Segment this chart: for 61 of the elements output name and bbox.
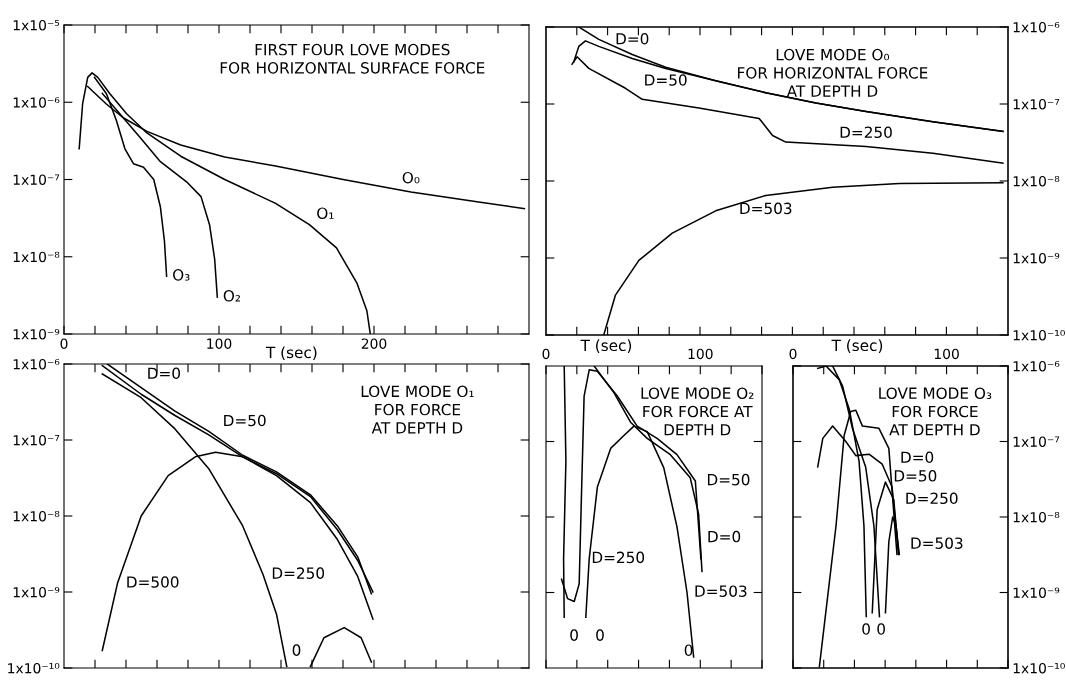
y-tick-label: 1x10⁻⁹ bbox=[13, 328, 60, 340]
series-label: O₁ bbox=[317, 207, 334, 219]
x-tick-label: 200 bbox=[361, 338, 387, 349]
y-tick-label: 1x10⁻⁹ bbox=[13, 586, 60, 598]
y-tick-label: 1x10⁻⁷ bbox=[13, 174, 60, 185]
series-label: O₃ bbox=[173, 269, 190, 281]
y2-tick-label: 1x10⁻⁶ bbox=[1013, 360, 1060, 372]
x-tick-label: 0 bbox=[60, 338, 68, 349]
legend-label: D=0 bbox=[616, 32, 649, 45]
y2-tick-label: 1x10⁻⁷ bbox=[1013, 98, 1060, 110]
series-label: D=50 bbox=[894, 470, 937, 482]
y2-tick-label: 1x10⁻⁷ bbox=[1013, 436, 1060, 447]
x-tick-label: 100 bbox=[207, 338, 232, 349]
y2-tick-label: 1x10⁻⁸ bbox=[1013, 175, 1060, 187]
annotation: 0 bbox=[596, 629, 604, 641]
x-tick-label: 100 bbox=[934, 348, 959, 360]
x-axis-title: T (sec) bbox=[831, 339, 883, 353]
legend-label: D=503 bbox=[695, 585, 747, 597]
y2-tick-label: 1x10⁻⁹ bbox=[1013, 252, 1060, 264]
text: LOVE MODE O₁ FOR FORCE AT DEPTH D bbox=[361, 385, 474, 434]
x-tick-label: 0 bbox=[542, 348, 550, 360]
y-tick-label: 1x10⁻⁸ bbox=[13, 510, 60, 522]
series-label: D=50 bbox=[224, 414, 266, 427]
series-label: D=250 bbox=[906, 492, 958, 505]
annotation: 0 bbox=[292, 644, 301, 656]
y2-tick-label: 1x10⁻¹⁰ bbox=[1013, 329, 1065, 341]
series-label: O₂ bbox=[223, 290, 241, 302]
series-label: D=0 bbox=[708, 530, 741, 543]
series-label: D=500 bbox=[127, 576, 179, 588]
x-axis-title: T (sec) bbox=[265, 346, 317, 360]
x-tick-label: 100 bbox=[688, 348, 713, 360]
y2-tick-label: 1x10⁻⁶ bbox=[1013, 21, 1060, 33]
series-label: O₀ bbox=[402, 171, 420, 184]
series-label: D=0 bbox=[901, 451, 934, 464]
series-label: D=250 bbox=[840, 126, 892, 139]
y2-tick-label: 1x10⁻¹⁰ bbox=[1013, 662, 1065, 674]
annotation: 0 bbox=[862, 623, 870, 635]
series-label: D=503 bbox=[740, 202, 792, 215]
y-tick-label: 1x10⁻¹⁰ bbox=[8, 662, 60, 674]
text: FIRST FOUR LOVE MODES FOR HORIZONTAL SURFACE FORCE bbox=[220, 43, 485, 74]
y-tick-label: 1x10⁻⁶ bbox=[13, 358, 60, 370]
y2-tick-label: 1x10⁻⁸ bbox=[1013, 511, 1060, 523]
y-tick-label: 1x10⁻⁸ bbox=[13, 251, 60, 263]
y2-tick-label: 1x10⁻⁹ bbox=[1013, 587, 1060, 598]
series-label: D=50 bbox=[707, 473, 750, 486]
text: LOVE MODE O₂ FOR FORCE AT DEPTH D bbox=[641, 387, 754, 436]
annotation: 0 bbox=[877, 623, 885, 635]
text: LOVE MODE O₀ FOR HORIZONTAL FORCE AT DEPTH D bbox=[738, 48, 928, 97]
annotation: 0 bbox=[684, 644, 693, 656]
series-label: D=503 bbox=[911, 537, 963, 549]
y-tick-label: 1x10⁻⁵ bbox=[13, 19, 60, 31]
x-tick-label: 0 bbox=[789, 348, 797, 360]
series-label: D=250 bbox=[272, 567, 325, 579]
y-tick-label: 1x10⁻⁷ bbox=[13, 434, 60, 446]
text: LOVE MODE O₃ FOR FORCE AT DEPTH D bbox=[879, 387, 992, 436]
series-label: D=50 bbox=[645, 74, 687, 86]
series-label: D=250 bbox=[592, 551, 645, 564]
annotation: 0 bbox=[570, 629, 578, 641]
legend-label: D=0 bbox=[148, 367, 181, 380]
y-tick-label: 1x10⁻⁶ bbox=[13, 97, 60, 108]
x-axis-title: T (sec) bbox=[580, 339, 632, 353]
